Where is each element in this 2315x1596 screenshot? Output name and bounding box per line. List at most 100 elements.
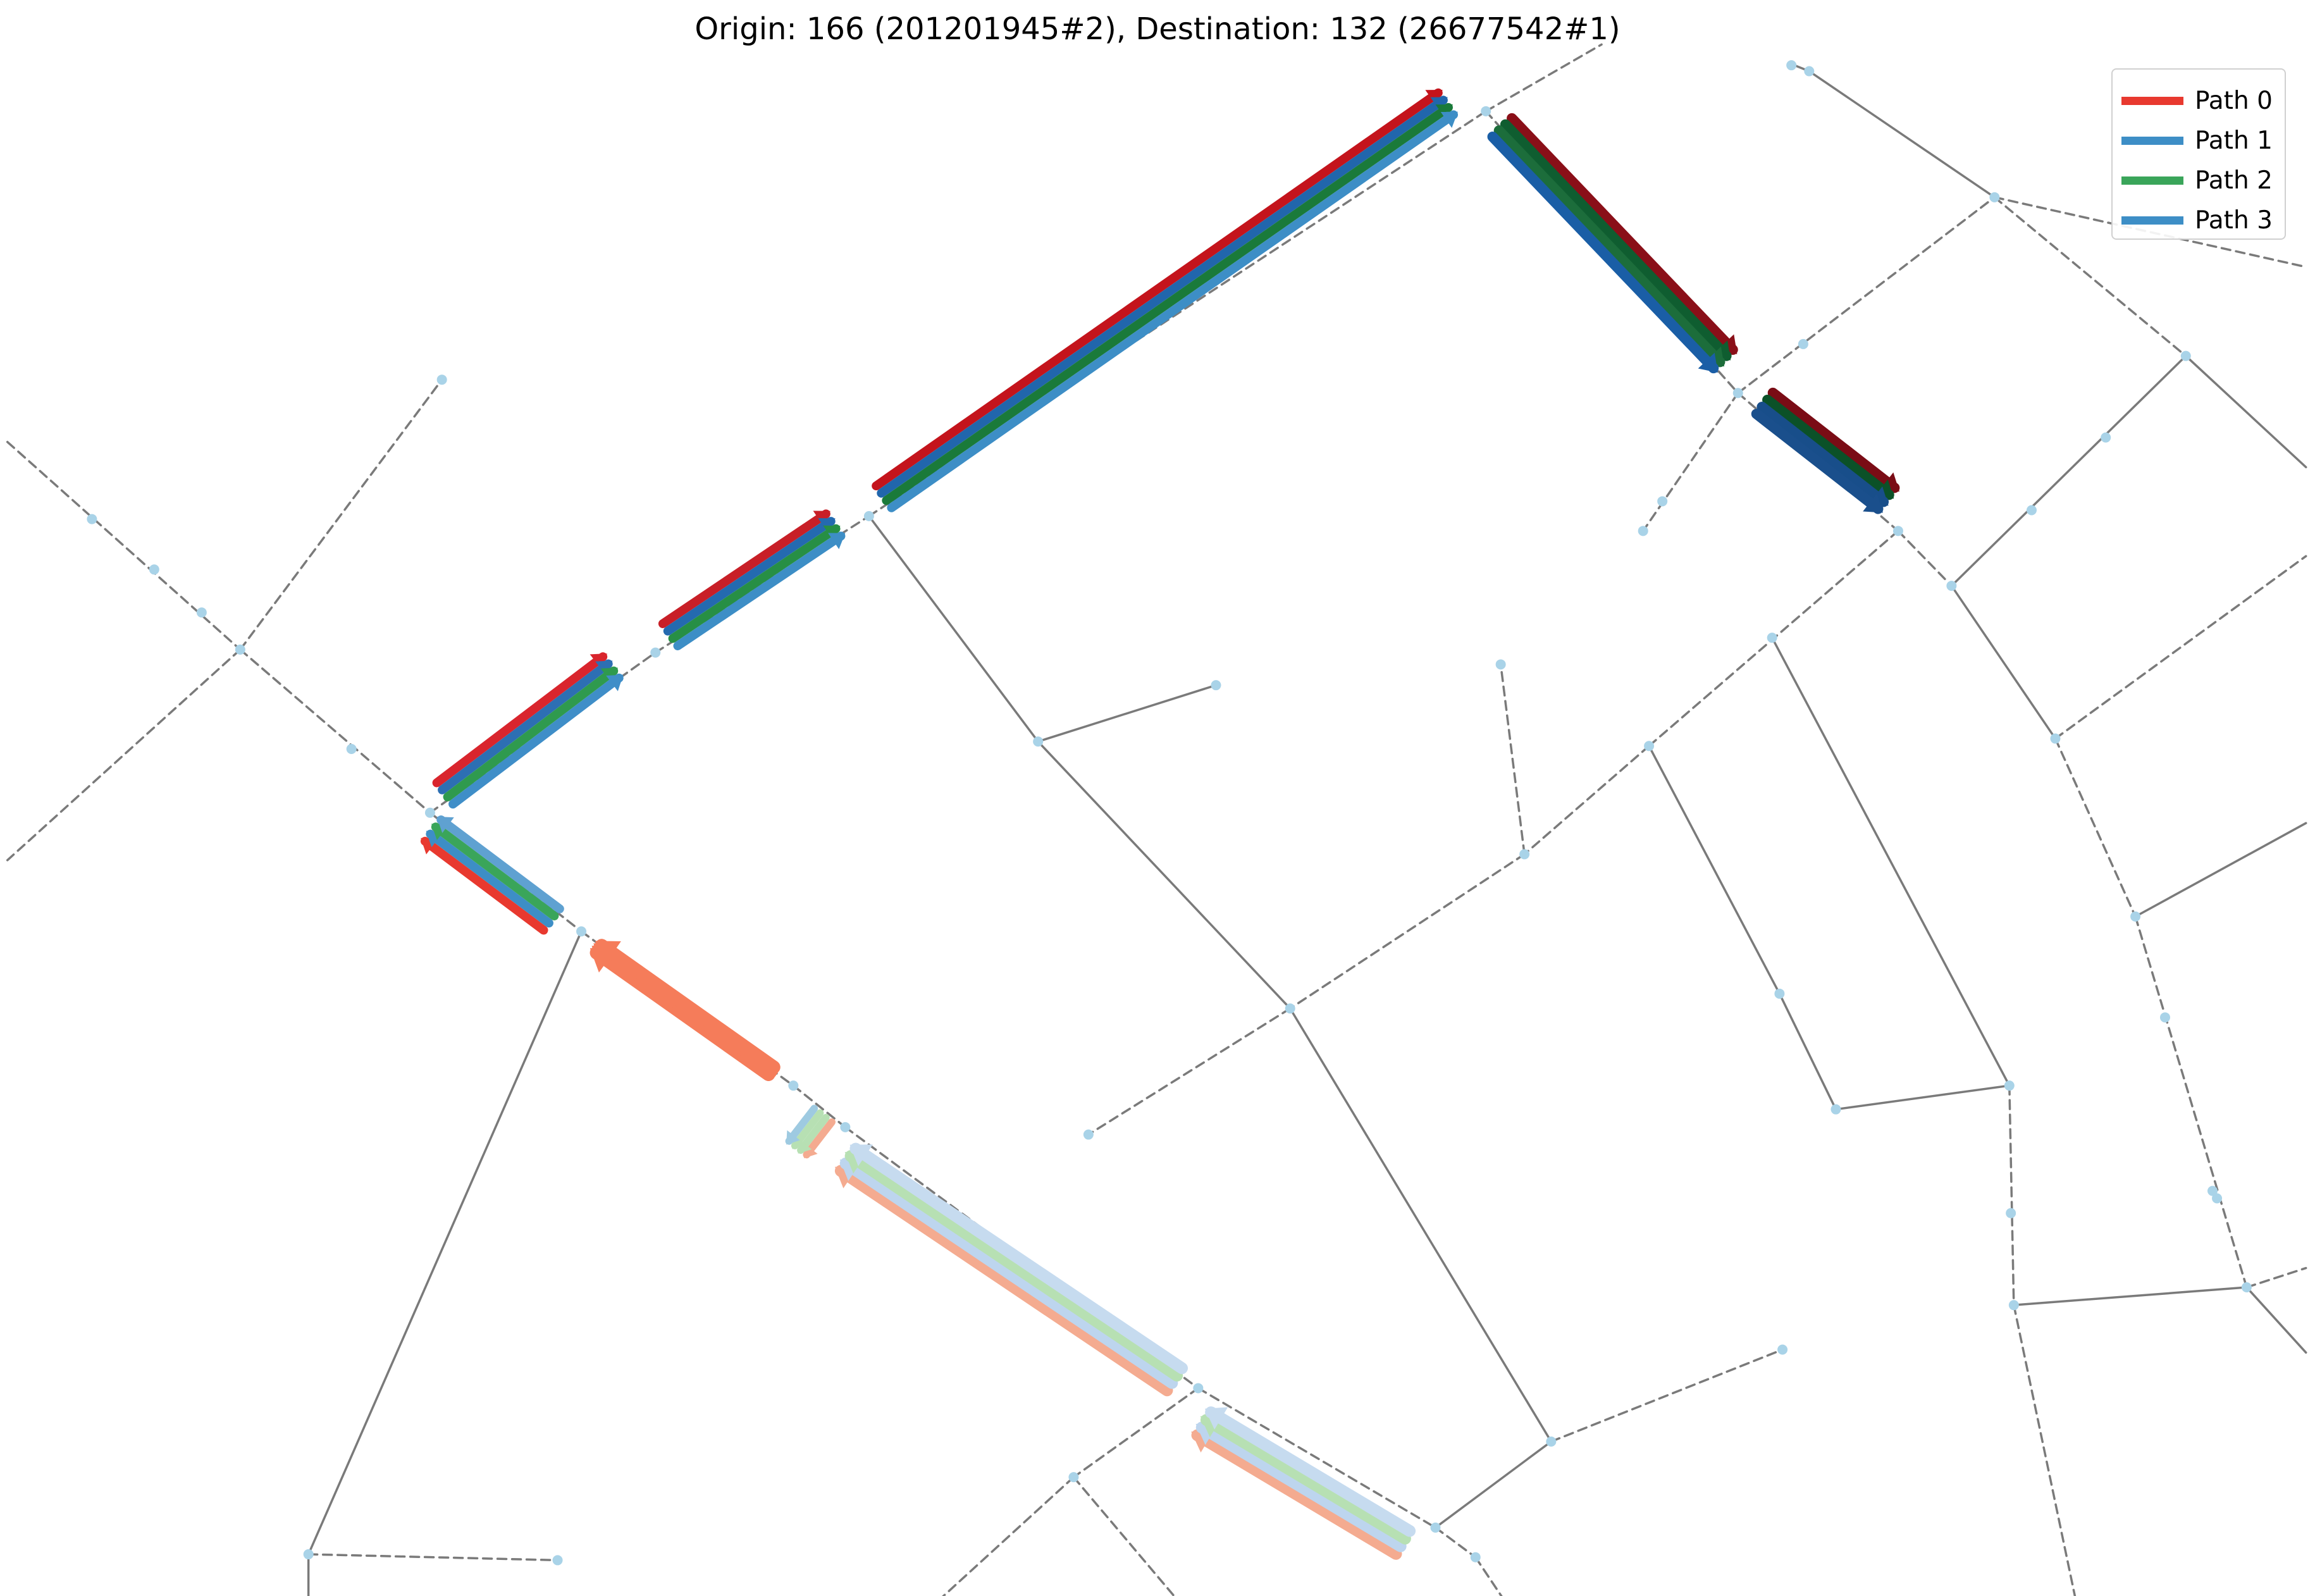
road-edge [2185,354,2307,469]
road-node [1892,526,1903,536]
legend-item-path-2: Path 2 [2121,161,2285,201]
road-node [650,647,661,658]
road-edge [1499,663,1526,856]
road-node [424,807,435,818]
path-segment [887,110,1459,512]
road-edge [1197,1387,1437,1529]
road-node [436,374,447,385]
path-segment [849,1142,1188,1375]
road-node [2004,1080,2015,1091]
path-arrowhead [1440,111,1458,128]
road-edge [1072,1387,1200,1478]
road-edge [1897,529,1953,587]
path-segment [658,509,830,628]
road-edge [1993,196,2187,357]
road-node [552,1555,563,1566]
path-arrowhead [436,816,454,833]
road-node [2180,350,2191,361]
road-node [1638,526,1648,536]
road-node [1732,388,1743,399]
route-paths [420,88,1900,1560]
road-node [1083,1129,1094,1140]
road-edge [1474,1556,1503,1596]
legend-label-path-2: Path 2 [2195,166,2273,195]
road-edge [1550,1348,1784,1443]
road-edge [1288,853,1526,1010]
path-arrowhead [786,1130,800,1145]
road-node [2212,1193,2223,1204]
road-node [840,1122,851,1132]
road-edge [1808,70,1996,199]
road-node [303,1549,314,1560]
road-node [2026,505,2037,516]
road-node [2241,1282,2252,1293]
road-edge [1288,1007,1553,1443]
road-node [1946,581,1957,591]
path-segment [1767,387,1900,493]
road-node [1786,60,1797,71]
path-arrowhead [1204,1407,1228,1430]
road-node [346,743,357,754]
path-segment [1756,402,1889,507]
path-segment [668,524,841,643]
path-arrowhead [849,1144,873,1166]
road-edge [942,1476,1075,1596]
path-segment [1195,1421,1407,1552]
road-node [1068,1472,1079,1483]
legend-swatch-path-3 [2121,216,2183,225]
road-nodes [87,60,2252,1566]
road-edge [6,648,242,862]
road-node [788,1080,799,1091]
path-segment [834,1165,1173,1397]
road-edge [1770,636,2011,1087]
road-node [235,644,245,655]
path-segment [877,96,1448,498]
road-edge [1087,1007,1292,1136]
road-edge [2054,737,2137,918]
road-node [87,514,97,524]
road-edge [6,440,242,651]
path-segment [1500,119,1732,361]
road-node [1767,633,1777,643]
legend-item-path-1: Path 1 [2121,121,2285,161]
road-edge [1485,43,1603,113]
path-segment [673,531,846,650]
path-segment [1200,1414,1411,1545]
road-node [196,607,207,618]
road-edge [307,930,583,1556]
path-arrowhead [828,533,846,550]
road-node [1798,338,1808,349]
road-edge [1641,392,1739,533]
road-node [1644,741,1655,752]
path-arrowhead [1863,493,1883,513]
road-node [1657,496,1668,507]
legend-swatch-path-0 [2121,97,2183,105]
road-edge [868,515,1039,743]
road-edge [1434,1440,1553,1529]
path-segment [1762,394,1894,500]
path-segment [872,88,1443,491]
road-edge [2245,1266,2307,1289]
road-node [2006,1208,2016,1218]
road-node [1481,106,1491,116]
path-segment [1487,131,1719,374]
road-edge [1950,585,2057,740]
road-node [2207,1185,2218,1196]
road-node [863,510,874,521]
road-edge [1778,993,1837,1111]
path-arrowhead [606,674,624,691]
road-edge [1648,745,1781,995]
legend-label-path-1: Path 1 [2195,127,2273,155]
road-edge [1834,1084,2011,1111]
path-segment [1493,125,1725,368]
legend-label-path-0: Path 0 [2195,87,2273,115]
path-segment [426,829,553,928]
path-segment [1205,1406,1416,1537]
path-segment [663,517,836,636]
path-segment [844,1150,1183,1382]
road-node [149,564,159,575]
path-segment [1191,1429,1402,1560]
road-node [1546,1436,1557,1447]
road-node [1430,1522,1441,1533]
path-segment [595,939,781,1074]
